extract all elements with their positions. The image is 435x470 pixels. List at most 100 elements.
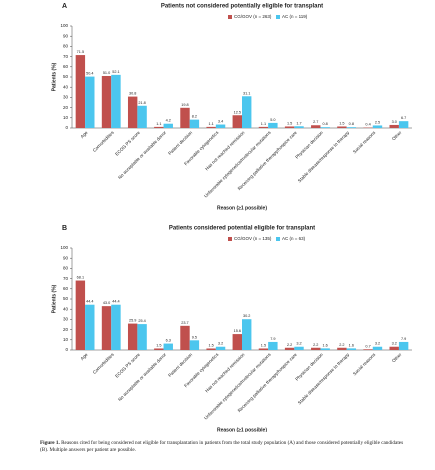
bar — [268, 122, 278, 128]
value-label: 2.2 — [339, 343, 344, 347]
x-tick-label: Age — [79, 130, 89, 140]
x-axis-label: Reason (≥1 possible) — [217, 427, 267, 432]
x-tick-label: Other — [391, 130, 403, 142]
bar — [337, 347, 347, 350]
bar — [127, 323, 138, 350]
bar — [398, 121, 409, 128]
value-label: 7.9 — [270, 337, 275, 341]
bar — [189, 340, 200, 350]
x-tick-label: Patient decision — [167, 352, 193, 378]
y-tick-label: 80 — [63, 44, 69, 49]
bar — [346, 348, 357, 350]
value-label: 3.2 — [375, 342, 380, 346]
chart-title: Patients considered potential eligible f… — [169, 226, 315, 232]
value-label: 3.2 — [392, 342, 397, 346]
bar — [180, 107, 190, 128]
caption: Figure 1. Reasons cited for being consid… — [40, 440, 410, 454]
bar — [372, 346, 383, 350]
value-label: 71.5 — [77, 50, 84, 54]
bar — [75, 55, 86, 128]
bar — [284, 126, 295, 128]
y-tick-label: 60 — [63, 64, 69, 69]
value-label: 9.5 — [192, 335, 197, 339]
bar — [294, 126, 304, 128]
bar — [154, 126, 164, 128]
bar — [163, 123, 173, 128]
bar — [242, 319, 252, 350]
y-tick-label: 90 — [63, 33, 69, 38]
bar — [180, 325, 190, 350]
bar — [372, 125, 383, 128]
y-tick-label: 70 — [63, 276, 69, 281]
value-label: 3.2 — [218, 342, 223, 346]
legend-swatch — [228, 237, 232, 241]
value-label: 2.2 — [287, 343, 292, 347]
bar — [398, 341, 409, 350]
value-label: 1.7 — [296, 121, 301, 125]
value-label: 4.2 — [166, 119, 171, 123]
y-tick-label: 0 — [65, 125, 68, 130]
bar — [137, 324, 147, 350]
bar — [258, 126, 269, 128]
value-label: 12.5 — [234, 110, 241, 114]
y-tick-label: 40 — [63, 84, 69, 89]
value-label: 8.2 — [192, 115, 197, 119]
bar — [284, 347, 295, 350]
value-label: 1.5 — [339, 121, 344, 125]
value-label: 1.1 — [156, 122, 161, 126]
bar — [346, 127, 357, 128]
bar — [337, 126, 347, 128]
value-label: 1.1 — [208, 122, 213, 126]
value-label: 2.5 — [375, 120, 380, 124]
y-tick-label: 10 — [63, 115, 69, 120]
value-label: 25.4 — [138, 319, 145, 323]
caption-text: Reasons cited for being considered not e… — [40, 440, 404, 453]
x-tick-label: ECOG PS score — [114, 130, 141, 157]
legend-swatch — [276, 15, 280, 19]
value-label: 21.8 — [138, 101, 145, 105]
y-tick-label: 100 — [60, 23, 68, 28]
x-tick-label: ECOG PS score — [114, 352, 141, 379]
bar — [137, 105, 147, 128]
y-tick-label: 20 — [63, 105, 69, 110]
bar — [75, 280, 86, 350]
y-tick-label: 90 — [63, 255, 69, 260]
value-label: 68.1 — [77, 276, 84, 280]
value-label: 3.4 — [218, 120, 223, 124]
x-tick-label: Comorbidities — [92, 351, 116, 375]
y-tick-label: 50 — [63, 296, 69, 301]
bar — [242, 96, 252, 128]
bar — [232, 115, 242, 128]
bar — [206, 348, 216, 350]
x-tick-label: Stable disease/response to therapy — [297, 351, 351, 405]
value-label: 30.8 — [129, 92, 136, 96]
value-label: 0.8 — [323, 122, 328, 126]
value-label: 44.4 — [112, 300, 119, 304]
value-label: 52.1 — [112, 70, 119, 74]
y-tick-label: 100 — [60, 245, 68, 250]
x-tick-label: Comorbidities — [92, 129, 116, 153]
bar — [85, 304, 95, 350]
bar — [111, 74, 121, 128]
value-label: 6.7 — [401, 116, 406, 120]
bar — [389, 124, 399, 128]
value-label: 31.1 — [243, 91, 250, 95]
value-label: 1.5 — [261, 343, 266, 347]
legend-swatch — [228, 15, 232, 19]
value-label: 1.1 — [261, 122, 266, 126]
legend-swatch — [276, 237, 280, 241]
bar — [258, 348, 269, 350]
chart-title: Patients not considered potentially elig… — [161, 4, 323, 10]
x-tick-label: No acceptable or available donor — [117, 352, 167, 402]
bar — [154, 348, 164, 350]
bar — [363, 349, 373, 350]
value-label: 0.8 — [349, 122, 354, 126]
value-label: 30.2 — [243, 314, 250, 318]
value-label: 3.2 — [296, 342, 301, 346]
value-label: 7.9 — [401, 337, 406, 341]
value-label: 23.7 — [181, 321, 188, 325]
bar — [215, 124, 226, 128]
bar — [163, 343, 173, 350]
bar — [311, 347, 321, 350]
bar — [215, 346, 226, 350]
